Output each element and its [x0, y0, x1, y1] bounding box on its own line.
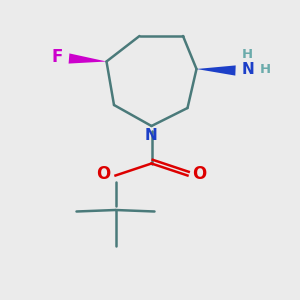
- Text: O: O: [96, 165, 111, 183]
- Text: H: H: [260, 63, 271, 76]
- Text: N: N: [242, 62, 254, 77]
- Text: H: H: [242, 48, 253, 62]
- Text: F: F: [51, 48, 63, 66]
- Text: N: N: [145, 128, 158, 143]
- Polygon shape: [196, 65, 236, 76]
- Polygon shape: [69, 53, 106, 64]
- Text: O: O: [192, 165, 206, 183]
